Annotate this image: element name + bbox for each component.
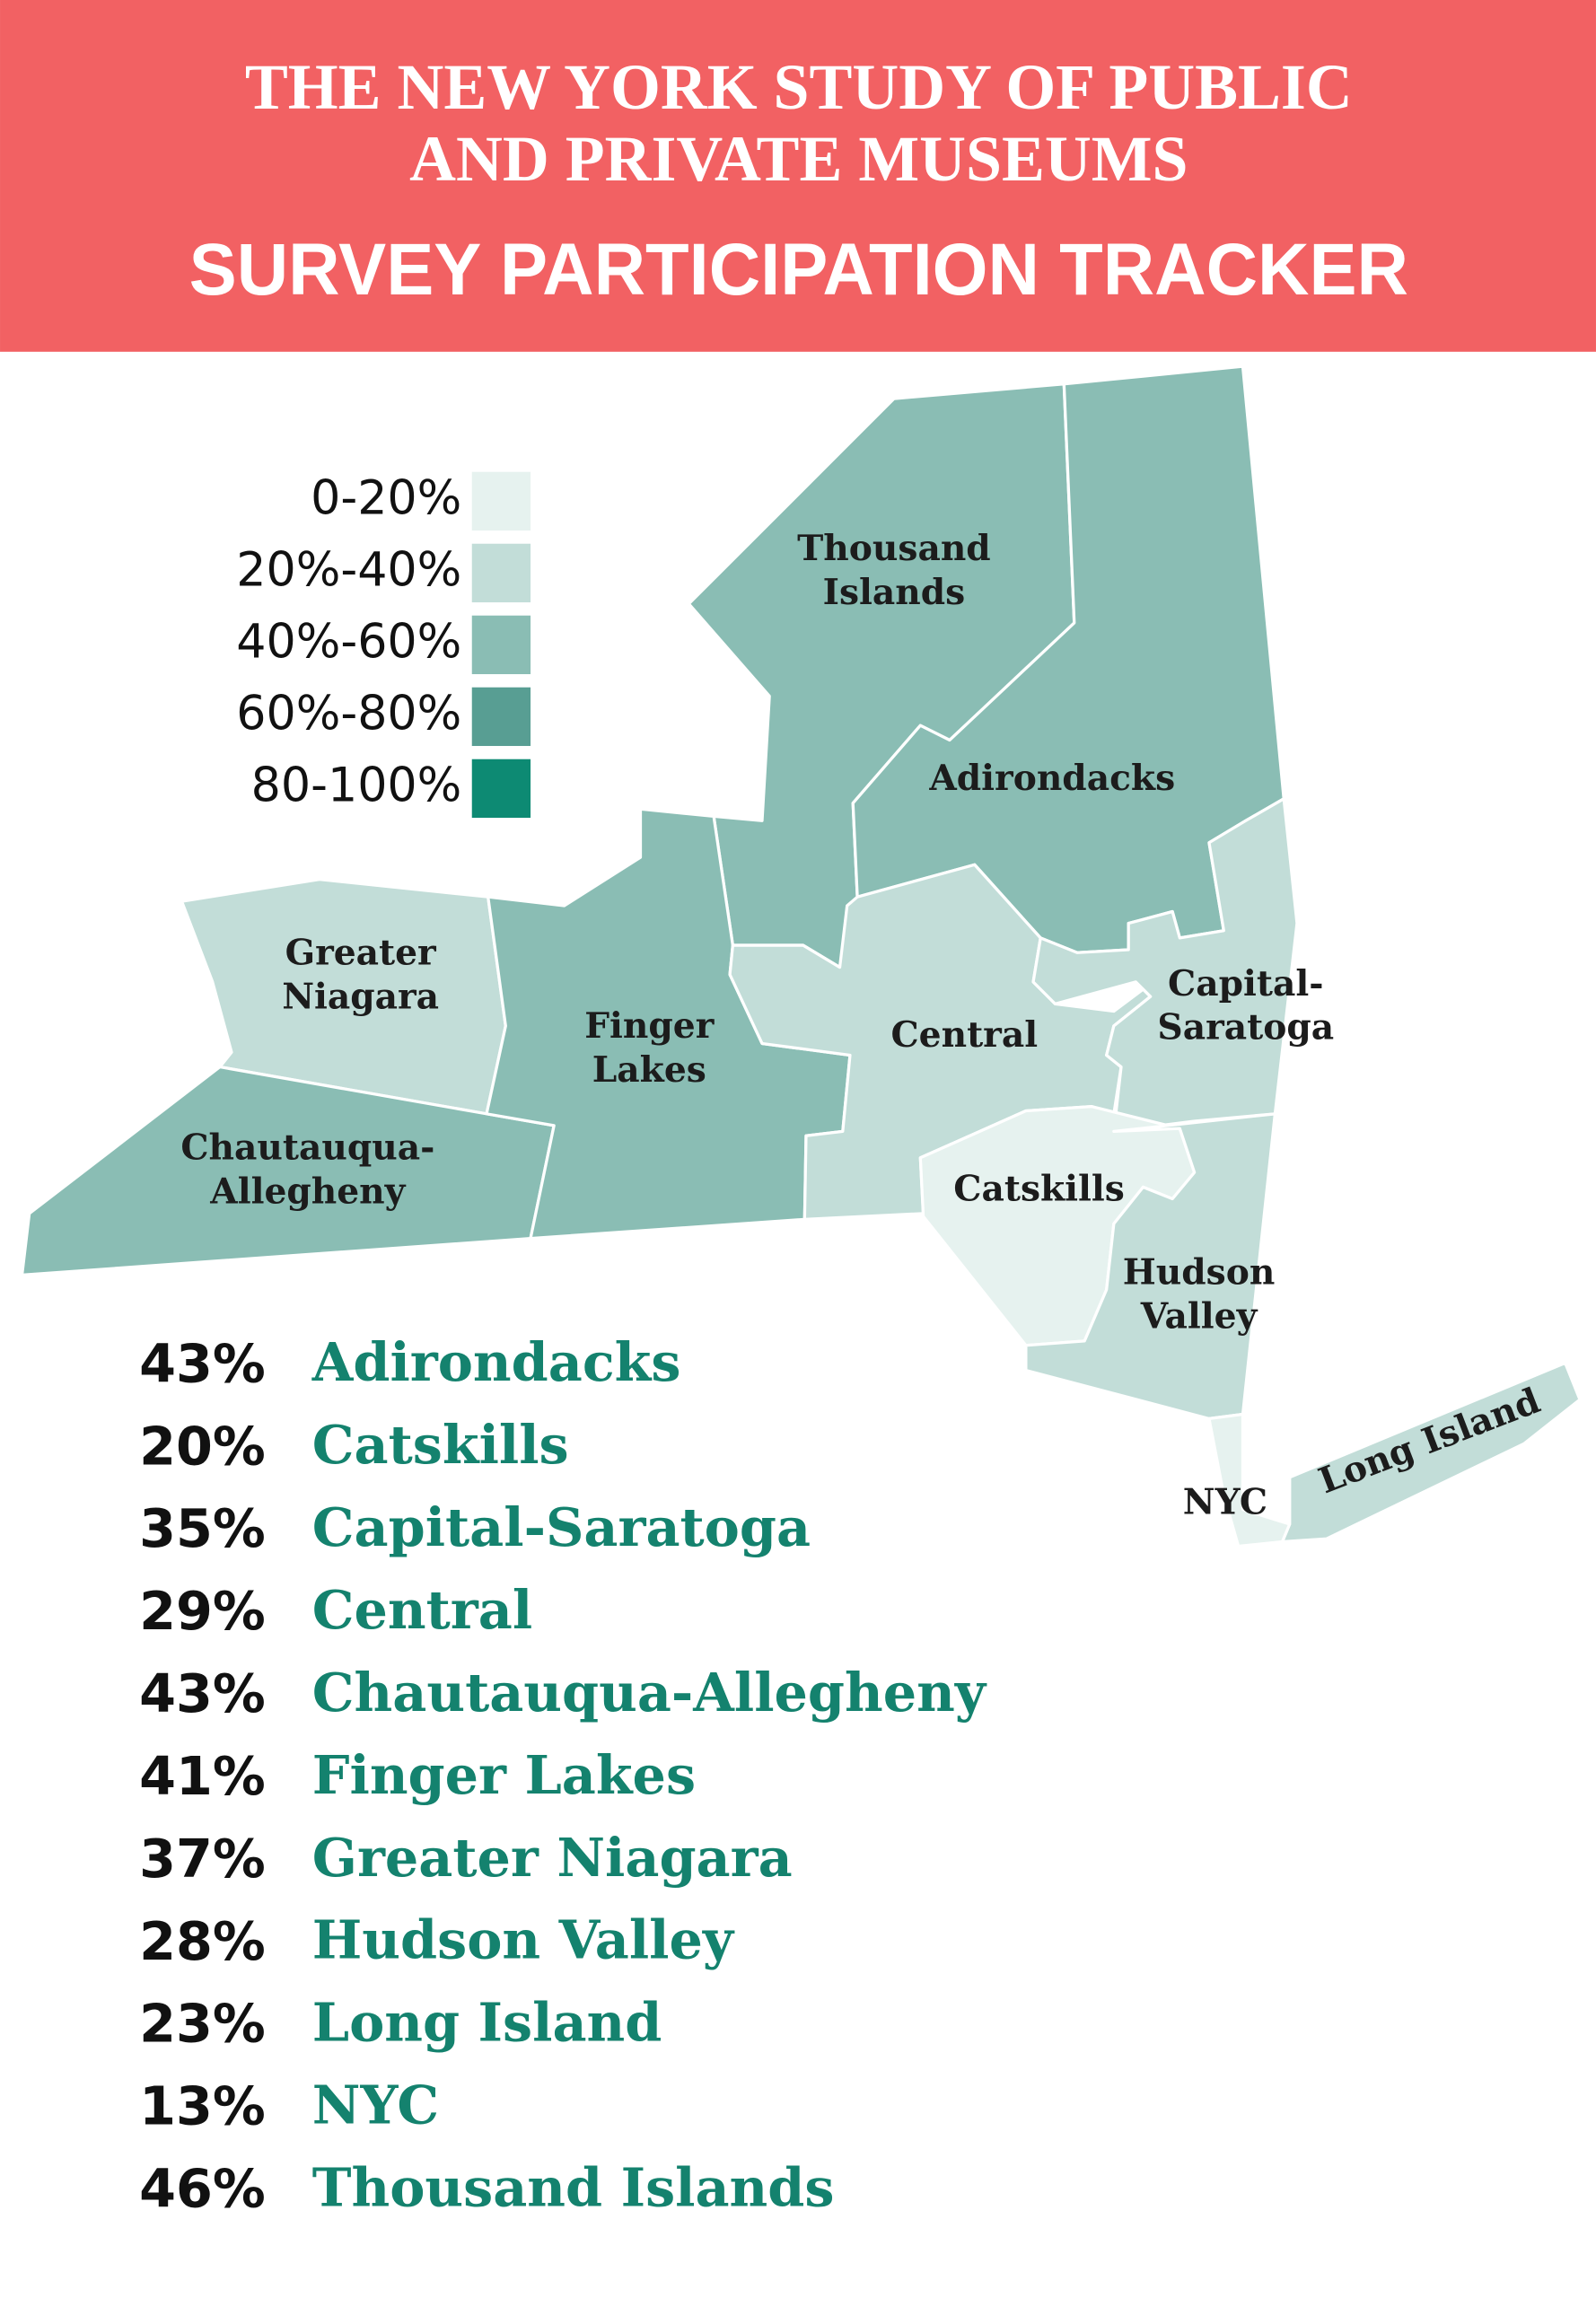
region-label: Saratoga [1157, 1007, 1334, 1048]
percent: 35% [139, 1497, 266, 1559]
subtitle: SURVEY PARTICIPATION TRACKER [189, 229, 1408, 311]
region-name: Adirondacks [311, 1331, 681, 1393]
legend-swatch [471, 615, 531, 675]
legend-swatch [471, 543, 531, 603]
region-name: Long Island [312, 1992, 662, 2054]
region-label: NYC [1183, 1482, 1267, 1523]
region-shape [1280, 1361, 1582, 1544]
title-line: AND PRIVATE MUSEUMS [409, 123, 1188, 195]
region-label: Valley [1140, 1295, 1258, 1337]
percent: 20% [139, 1415, 266, 1477]
region-shape [1207, 1412, 1292, 1548]
region-name: Catskills [312, 1414, 569, 1476]
region-name: Hudson Valley [312, 1909, 735, 1971]
region-name: Capital-Saratoga [312, 1496, 811, 1558]
percent: 46% [139, 2158, 266, 2220]
region-name: Greater Niagara [312, 1827, 793, 1889]
region-name: Thousand Islands [312, 2156, 835, 2218]
percent: 41% [139, 1745, 266, 1807]
region-label: Thousand [797, 528, 991, 569]
legend-swatch [471, 759, 531, 819]
percent: 43% [139, 1332, 266, 1394]
region-label: Capital- [1168, 963, 1323, 1004]
legend-label: 20%-40% [236, 543, 461, 597]
region-name: Finger Lakes [312, 1744, 696, 1806]
legend-swatch [471, 687, 531, 747]
percent: 28% [139, 1910, 266, 1972]
region-label: Allegheny [209, 1171, 406, 1213]
map [20, 364, 1582, 1548]
region-label: Lakes [592, 1049, 706, 1091]
region-label: Chautauqua- [180, 1127, 434, 1169]
region-label: Finger [584, 1005, 715, 1047]
region-label: Hudson [1123, 1251, 1276, 1293]
region-label: Central [891, 1014, 1039, 1056]
legend-label: 60%-80% [236, 687, 461, 741]
legend-swatch [471, 471, 531, 531]
percent: 13% [139, 2075, 266, 2137]
region-name: Central [312, 1579, 532, 1641]
region-label: Catskills [953, 1168, 1125, 1209]
percent: 37% [139, 1828, 266, 1890]
legend-label: 0-20% [311, 471, 461, 525]
region-label: Islands [823, 572, 966, 613]
percent: 43% [139, 1662, 266, 1724]
header-band [0, 0, 1596, 352]
region-label: Greater [285, 932, 437, 973]
region-name: Chautauqua-Allegheny [312, 1662, 987, 1724]
legend-label: 40%-60% [236, 615, 461, 669]
region-label: Niagara [282, 976, 439, 1017]
percent: 23% [139, 1993, 266, 2055]
legend-label: 80-100% [251, 759, 462, 812]
region-label: Adirondacks [928, 758, 1175, 799]
title-line: THE NEW YORK STUDY OF PUBLIC [245, 51, 1353, 123]
percent: 29% [139, 1580, 266, 1642]
region-name: NYC [312, 2074, 439, 2136]
